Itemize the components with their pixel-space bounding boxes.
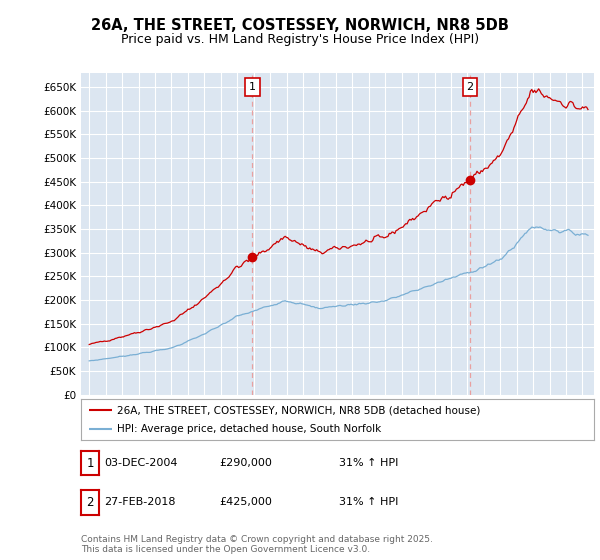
Text: 27-FEB-2018: 27-FEB-2018 [104,497,175,507]
Text: 1: 1 [249,82,256,92]
Text: Price paid vs. HM Land Registry's House Price Index (HPI): Price paid vs. HM Land Registry's House … [121,32,479,46]
Text: HPI: Average price, detached house, South Norfolk: HPI: Average price, detached house, Sout… [117,424,381,433]
Text: 26A, THE STREET, COSTESSEY, NORWICH, NR8 5DB (detached house): 26A, THE STREET, COSTESSEY, NORWICH, NR8… [117,405,480,415]
Text: 26A, THE STREET, COSTESSEY, NORWICH, NR8 5DB: 26A, THE STREET, COSTESSEY, NORWICH, NR8… [91,18,509,32]
Text: 2: 2 [86,496,94,509]
Text: 31% ↑ HPI: 31% ↑ HPI [339,458,398,468]
Text: 03-DEC-2004: 03-DEC-2004 [104,458,178,468]
Text: 1: 1 [86,456,94,470]
Text: £290,000: £290,000 [219,458,272,468]
Text: 2: 2 [466,82,473,92]
Text: Contains HM Land Registry data © Crown copyright and database right 2025.
This d: Contains HM Land Registry data © Crown c… [81,535,433,554]
Text: £425,000: £425,000 [219,497,272,507]
Text: 31% ↑ HPI: 31% ↑ HPI [339,497,398,507]
